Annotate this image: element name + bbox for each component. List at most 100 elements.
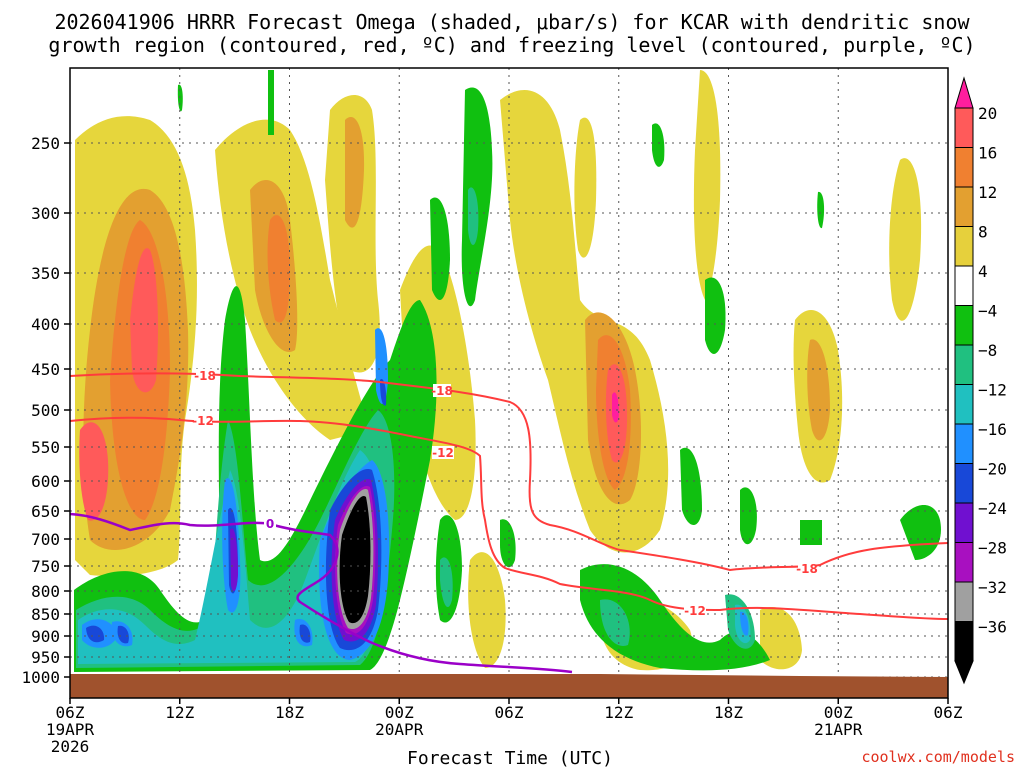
x-tick-year-0: 2026 bbox=[51, 737, 90, 756]
x-tick-label-30: 12Z bbox=[604, 703, 633, 722]
colorbar-label-12: −32 bbox=[978, 578, 1007, 597]
colorbar-segment-3 bbox=[954, 226, 974, 267]
contour-label-minus18-c: -18 bbox=[796, 562, 818, 576]
y-tick-label-950: 950 bbox=[31, 648, 60, 667]
shade-orange-2 bbox=[267, 215, 290, 323]
x-tick-date-18: 20APR bbox=[375, 720, 424, 739]
contour-label-minus12-a: -12 bbox=[192, 414, 214, 428]
contour-label-minus12-c: -12 bbox=[684, 604, 706, 618]
shade-yellow-6 bbox=[693, 70, 721, 300]
contour-label-minus12-b: -12 bbox=[432, 446, 454, 460]
chart-title-line1: 2026041906 HRRR Forecast Omega (shaded, … bbox=[54, 10, 970, 34]
shade-green-8 bbox=[900, 505, 941, 560]
y-tick-label-550: 550 bbox=[31, 438, 60, 457]
shade-green-13 bbox=[177, 84, 183, 112]
shade-green-2 bbox=[461, 87, 493, 307]
x-tick-label-6: 12Z bbox=[165, 703, 194, 722]
y-tick-label-700: 700 bbox=[31, 530, 60, 549]
colorbar-segment-8 bbox=[954, 423, 974, 464]
shade-pink-1 bbox=[612, 392, 619, 423]
x-tick-label-48: 06Z bbox=[934, 703, 963, 722]
shade-green-4 bbox=[705, 277, 726, 354]
shade-green-11 bbox=[800, 520, 822, 545]
shade-green-15 bbox=[817, 191, 825, 229]
colorbar-label-0: 20 bbox=[978, 104, 997, 123]
colorbar-segment-1 bbox=[954, 147, 974, 188]
contour-label-minus18-b: -18 bbox=[431, 384, 453, 398]
shade-yellow-12 bbox=[889, 158, 922, 321]
colorbar-label-2: 12 bbox=[978, 183, 997, 202]
contour-label-zero: 0 bbox=[266, 517, 274, 531]
colorbar-label-4: 4 bbox=[978, 262, 988, 281]
contour-minus18 bbox=[70, 372, 948, 572]
x-tick-label-0: 06Z bbox=[56, 703, 85, 722]
colorbar-bottom-arrow bbox=[954, 660, 974, 685]
shade-yellow-3 bbox=[325, 95, 380, 373]
shade-navy-5 bbox=[299, 624, 311, 643]
x-tick-date-42: 21APR bbox=[814, 720, 863, 739]
colorbar-label-8: −16 bbox=[978, 420, 1007, 439]
shade-amber-5 bbox=[807, 339, 830, 441]
contour-minus12 bbox=[70, 416, 948, 620]
colorbar-label-11: −28 bbox=[978, 539, 1007, 558]
colorbar-segment-7 bbox=[954, 384, 974, 425]
colorbar: 20 16 12 8 4 −4 −8 −12 −16 −20 −24 −28 −32 −36 bbox=[954, 76, 1007, 685]
y-tick-label-600: 600 bbox=[31, 472, 60, 491]
shade-yellow-8 bbox=[574, 117, 597, 258]
colorbar-segment-10 bbox=[954, 502, 974, 543]
shade-teal-2 bbox=[468, 187, 479, 245]
colorbar-segment-12 bbox=[954, 581, 974, 622]
colorbar-label-13: −36 bbox=[978, 618, 1007, 637]
colorbar-segment-5 bbox=[954, 305, 974, 346]
shade-navy-1 bbox=[86, 625, 105, 643]
shade-amber-3 bbox=[345, 117, 365, 228]
shade-yellow-10 bbox=[760, 606, 802, 670]
credit-text: coolwx.com/models bbox=[861, 748, 1015, 766]
colorbar-segment-11 bbox=[954, 542, 974, 583]
colorbar-segment-2 bbox=[954, 186, 974, 227]
x-tick-label-36: 18Z bbox=[714, 703, 743, 722]
x-tick-label-24: 06Z bbox=[495, 703, 524, 722]
y-tick-label-400: 400 bbox=[31, 315, 60, 334]
colorbar-segment-4 bbox=[954, 265, 974, 306]
shade-blue-7 bbox=[740, 611, 749, 636]
colorbar-segment-13 bbox=[954, 621, 974, 662]
contours bbox=[70, 372, 948, 674]
contour-zero bbox=[70, 512, 573, 674]
shade-black-1 bbox=[339, 495, 371, 624]
y-tick-label-800: 800 bbox=[31, 582, 60, 601]
shade-green-12 bbox=[652, 123, 665, 167]
shade-teal-5 bbox=[440, 557, 453, 608]
y-tick-label-450: 450 bbox=[31, 360, 60, 379]
shade-red-1 bbox=[130, 248, 158, 393]
x-tick-label-18: 00Z bbox=[385, 703, 414, 722]
colorbar-label-1: 16 bbox=[978, 144, 997, 163]
contour-labels: -18 -18 -18 -12 -12 -12 0 bbox=[192, 369, 818, 618]
colorbar-label-7: −12 bbox=[978, 381, 1007, 400]
chart-title-line2: growth region (contoured, red, ºC) and f… bbox=[48, 33, 975, 57]
colorbar-segment-0 bbox=[954, 107, 974, 148]
y-tick-label-250: 250 bbox=[31, 134, 60, 153]
colorbar-top-arrow bbox=[954, 76, 974, 109]
shade-navy-2 bbox=[117, 625, 129, 644]
shade-navy-6 bbox=[380, 379, 387, 406]
shade-green-14 bbox=[268, 70, 274, 135]
y-tick-label-850: 850 bbox=[31, 605, 60, 624]
x-tick-label-42: 00Z bbox=[824, 703, 853, 722]
colorbar-label-10: −24 bbox=[978, 499, 1007, 518]
shade-purple-1 bbox=[230, 528, 238, 592]
shade-green-7 bbox=[740, 487, 757, 545]
gridlines bbox=[70, 68, 948, 698]
y-tick-label-1000: 1000 bbox=[21, 668, 60, 687]
y-tick-label-900: 900 bbox=[31, 627, 60, 646]
y-tick-label-300: 300 bbox=[31, 204, 60, 223]
x-tick-date-0: 19APR bbox=[46, 720, 95, 739]
x-tick-label-12: 18Z bbox=[275, 703, 304, 722]
colorbar-label-3: 8 bbox=[978, 223, 988, 242]
colorbar-segment-6 bbox=[954, 344, 974, 385]
colorbar-label-6: −8 bbox=[978, 341, 997, 360]
ground bbox=[70, 674, 948, 698]
y-tick-label-500: 500 bbox=[31, 401, 60, 420]
